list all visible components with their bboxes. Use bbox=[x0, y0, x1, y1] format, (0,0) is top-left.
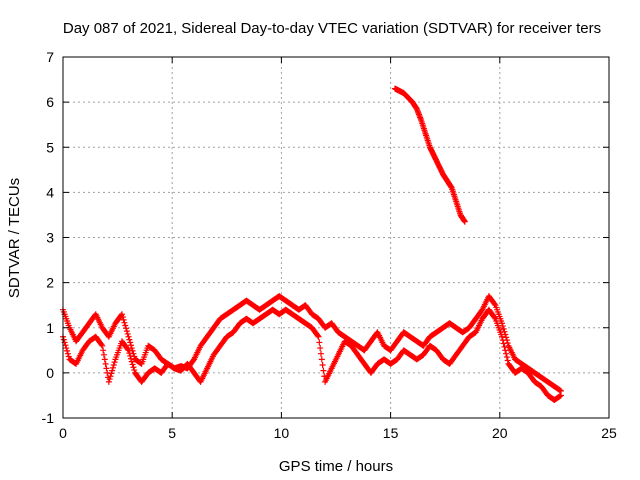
data-point-interp bbox=[320, 367, 327, 374]
data-point-interp bbox=[503, 350, 510, 357]
data-point-interp bbox=[101, 356, 108, 363]
data-point-interp bbox=[502, 347, 509, 354]
data-point bbox=[557, 392, 564, 399]
series-track-C bbox=[391, 85, 468, 225]
data-point-interp bbox=[126, 350, 133, 357]
y-tick-label: 0 bbox=[46, 365, 54, 381]
y-tick-label: 4 bbox=[46, 184, 54, 200]
y-tick-label: -1 bbox=[42, 410, 55, 426]
data-point-interp bbox=[127, 352, 134, 359]
data-point bbox=[498, 333, 505, 340]
data-point bbox=[118, 311, 125, 318]
data-point-interp bbox=[103, 365, 110, 372]
data-point-interp bbox=[316, 339, 323, 346]
y-tick-label: 2 bbox=[46, 275, 54, 291]
data-point-interp bbox=[317, 345, 324, 352]
data-point-interp bbox=[65, 353, 72, 360]
data-point-interp bbox=[111, 359, 118, 366]
data-point-interp bbox=[106, 376, 113, 383]
chart-title: Day 087 of 2021, Sidereal Day-to-day VTE… bbox=[63, 20, 601, 37]
data-point bbox=[125, 333, 132, 340]
series-track-B bbox=[60, 306, 564, 403]
data-point-interp bbox=[120, 316, 127, 323]
data-point-interp bbox=[128, 358, 135, 365]
data-point-interp bbox=[100, 351, 107, 358]
y-tick-label: 6 bbox=[46, 94, 54, 110]
data-point-interp bbox=[60, 336, 67, 343]
data-point-interp bbox=[110, 361, 117, 368]
data-point-interp bbox=[129, 361, 136, 368]
data-point-interp bbox=[127, 342, 134, 349]
data-point-interp bbox=[126, 336, 133, 343]
data-point-interp bbox=[499, 337, 506, 344]
data-point-interp bbox=[108, 370, 115, 377]
data-point-interp bbox=[504, 357, 511, 364]
y-axis-label: SDTVAR / TECUs bbox=[6, 178, 23, 298]
y-tick-label: 3 bbox=[46, 230, 54, 246]
data-points bbox=[60, 85, 564, 403]
data-point-interp bbox=[63, 345, 70, 352]
data-point-interp bbox=[500, 340, 507, 347]
data-point-interp bbox=[491, 301, 498, 308]
data-point-interp bbox=[102, 360, 109, 367]
x-tick-label: 25 bbox=[601, 425, 617, 441]
y-tick-label: 1 bbox=[46, 320, 54, 336]
x-axis-label: GPS time / hours bbox=[279, 458, 393, 475]
data-point-interp bbox=[100, 347, 107, 354]
data-point-interp bbox=[318, 356, 325, 363]
data-point bbox=[125, 347, 132, 354]
data-point-interp bbox=[64, 347, 71, 354]
data-point-interp bbox=[109, 367, 116, 374]
data-point-interp bbox=[501, 343, 508, 350]
data-point-interp bbox=[119, 314, 126, 321]
data-point-interp bbox=[121, 319, 128, 326]
data-point-interp bbox=[319, 361, 326, 368]
data-point bbox=[461, 218, 468, 225]
data-point-interp bbox=[124, 330, 131, 337]
y-tick-label: 7 bbox=[46, 49, 54, 65]
data-point-interp bbox=[107, 373, 114, 380]
data-point-interp bbox=[317, 350, 324, 357]
data-point-interp bbox=[64, 350, 71, 357]
data-point-interp bbox=[500, 325, 507, 332]
x-tick-label: 10 bbox=[274, 425, 290, 441]
data-point bbox=[99, 342, 106, 349]
data-point-interp bbox=[98, 341, 105, 348]
data-point-interp bbox=[109, 364, 116, 371]
data-point-interp bbox=[131, 367, 138, 374]
data-point-interp bbox=[127, 355, 134, 362]
data-point-interp bbox=[127, 339, 134, 346]
x-tick-label: 15 bbox=[383, 425, 399, 441]
data-point-interp bbox=[122, 322, 129, 329]
data-point-interp bbox=[503, 354, 510, 361]
data-point-interp bbox=[123, 328, 130, 335]
x-tick-label: 0 bbox=[59, 425, 67, 441]
data-point-interp bbox=[123, 325, 130, 332]
x-tick-label: 5 bbox=[168, 425, 176, 441]
data-point-interp bbox=[130, 364, 137, 371]
x-tick-label: 20 bbox=[492, 425, 508, 441]
data-point-interp bbox=[491, 314, 498, 321]
data-point bbox=[105, 378, 112, 385]
data-point bbox=[315, 333, 322, 340]
data-point-interp bbox=[314, 332, 321, 339]
data-point-interp bbox=[124, 346, 131, 353]
y-tick-label: 5 bbox=[46, 139, 54, 155]
